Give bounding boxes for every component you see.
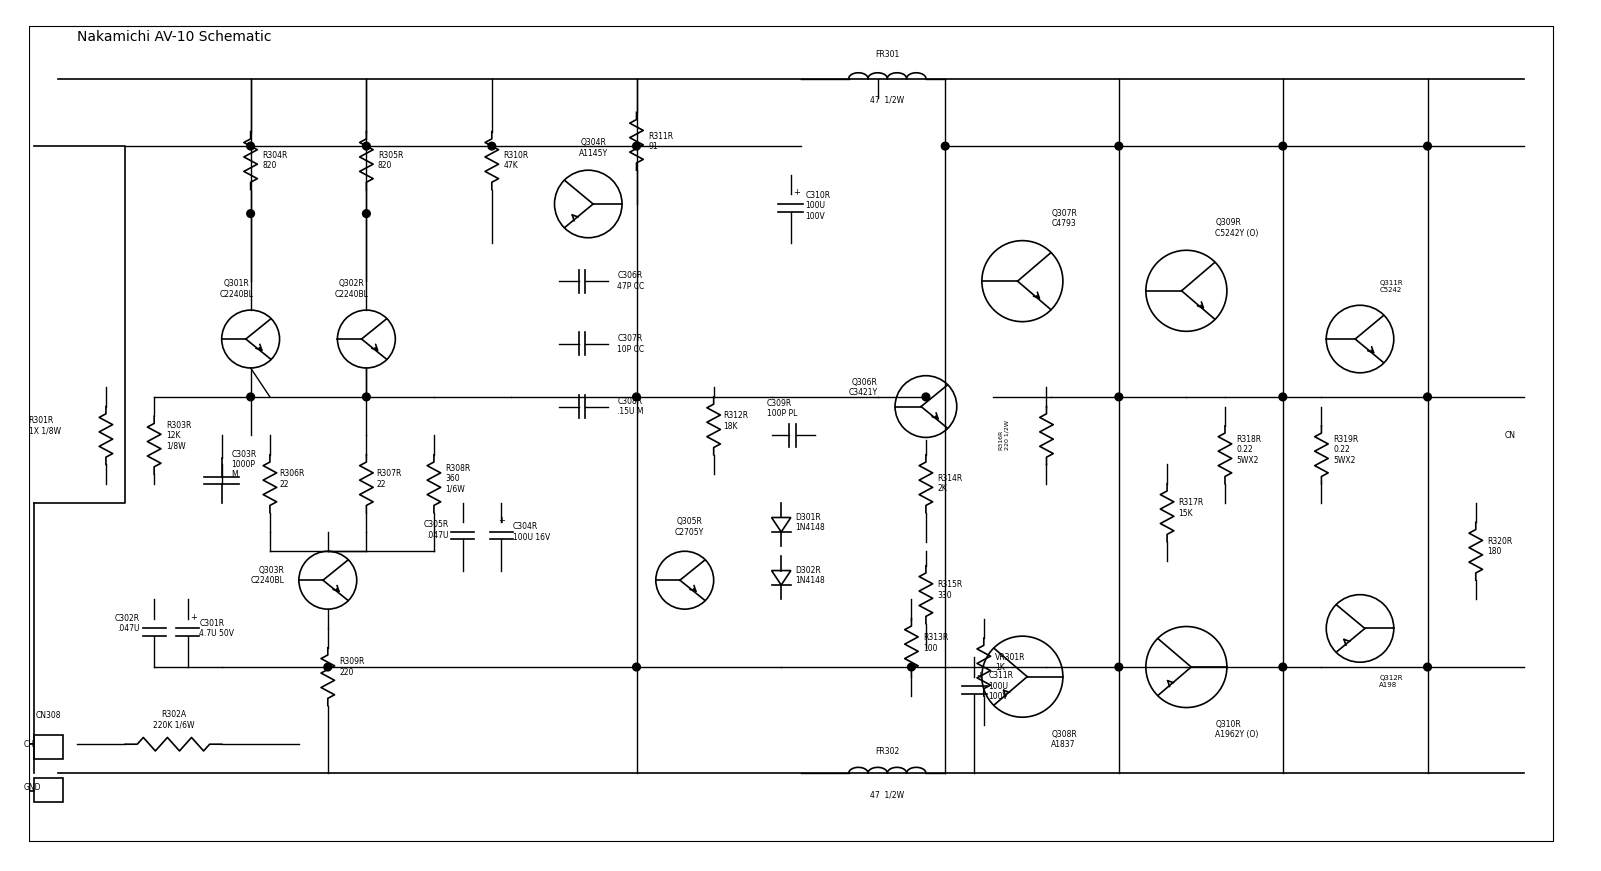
Text: FR302: FR302 <box>876 746 900 756</box>
Text: C305R
.047U: C305R .047U <box>423 520 448 540</box>
Circle shape <box>1423 142 1431 150</box>
Circle shape <box>362 393 370 401</box>
Text: R309R
220: R309R 220 <box>339 658 365 677</box>
Text: CN: CN <box>1505 431 1516 440</box>
Text: R316R
220 1/2W: R316R 220 1/2W <box>999 421 1009 450</box>
Text: R311R
91: R311R 91 <box>648 132 672 151</box>
Text: R310R
47K: R310R 47K <box>503 151 528 170</box>
Circle shape <box>1114 663 1122 671</box>
Text: R317R
15K: R317R 15K <box>1178 498 1204 517</box>
Text: 47  1/2W: 47 1/2W <box>871 96 905 105</box>
Text: R318R
0.22
5WX2: R318R 0.22 5WX2 <box>1236 436 1262 465</box>
Circle shape <box>247 210 255 218</box>
Text: R307R
22: R307R 22 <box>376 469 402 489</box>
Circle shape <box>1279 393 1287 401</box>
Text: C304R
100U 16V: C304R 100U 16V <box>512 523 551 542</box>
Circle shape <box>488 142 496 150</box>
Bar <box>34 778 62 802</box>
Text: Q307R
C4793: Q307R C4793 <box>1052 209 1077 228</box>
Circle shape <box>1114 393 1122 401</box>
Text: FR301: FR301 <box>876 51 900 59</box>
Circle shape <box>632 393 640 401</box>
Text: C309R
100P PL: C309R 100P PL <box>767 399 797 418</box>
Text: GND: GND <box>24 783 42 792</box>
Text: 47  1/2W: 47 1/2W <box>871 791 905 800</box>
Text: +: + <box>977 671 983 679</box>
Circle shape <box>1279 142 1287 150</box>
Text: Q312R
A198: Q312R A198 <box>1380 675 1402 688</box>
Text: Q306R
C3421Y: Q306R C3421Y <box>849 377 877 397</box>
Text: R313R
100: R313R 100 <box>924 633 948 652</box>
Circle shape <box>941 142 949 150</box>
Circle shape <box>362 142 370 150</box>
Circle shape <box>908 663 916 671</box>
Text: C308R
.15U M: C308R .15U M <box>618 397 644 416</box>
Text: Q308R
A1837: Q308R A1837 <box>1052 730 1077 749</box>
Text: R312R
18K: R312R 18K <box>724 411 748 431</box>
Text: Nakamichi AV-10 Schematic: Nakamichi AV-10 Schematic <box>77 30 272 44</box>
Text: CH: CH <box>24 739 35 749</box>
Circle shape <box>247 142 255 150</box>
Text: D302R
1N4148: D302R 1N4148 <box>796 565 826 585</box>
Circle shape <box>632 663 640 671</box>
Circle shape <box>922 393 930 401</box>
Text: R302A
220K 1/6W: R302A 220K 1/6W <box>152 711 194 730</box>
Text: C311R
100U
100V: C311R 100U 100V <box>988 672 1013 701</box>
Text: R314R
2K: R314R 2K <box>938 474 962 494</box>
Circle shape <box>632 142 640 150</box>
Text: +: + <box>191 612 197 622</box>
Text: R320R
180: R320R 180 <box>1487 537 1513 557</box>
Text: R306R
22: R306R 22 <box>280 469 304 489</box>
Text: Q304R
A1145Y: Q304R A1145Y <box>578 138 608 158</box>
Circle shape <box>323 663 331 671</box>
Text: C302R
.047U: C302R .047U <box>115 614 139 633</box>
Text: R301R
1X 1/8W: R301R 1X 1/8W <box>29 416 61 436</box>
Circle shape <box>1279 663 1287 671</box>
Text: Q301R
C2240BL: Q301R C2240BL <box>219 279 253 299</box>
Text: C306R
47P CC: C306R 47P CC <box>618 272 645 291</box>
Text: R303R
12K
1/8W: R303R 12K 1/8W <box>167 421 192 450</box>
Circle shape <box>1114 142 1122 150</box>
Text: Q303R
C2240BL: Q303R C2240BL <box>250 565 285 585</box>
Text: Q302R
C2240BL: Q302R C2240BL <box>335 279 368 299</box>
Text: C303R
1000P
M: C303R 1000P M <box>231 449 256 479</box>
Circle shape <box>362 210 370 218</box>
Text: R308R
360
1/6W: R308R 360 1/6W <box>445 464 471 494</box>
Circle shape <box>247 393 255 401</box>
Bar <box>34 734 62 759</box>
Circle shape <box>1423 663 1431 671</box>
Text: R305R
820: R305R 820 <box>378 151 403 170</box>
Text: Q311R
C5242: Q311R C5242 <box>1380 280 1402 293</box>
Text: Q309R
C5242Y (O): Q309R C5242Y (O) <box>1215 219 1258 238</box>
Text: Q310R
A1962Y (O): Q310R A1962Y (O) <box>1215 720 1258 739</box>
Text: Q305R
C2705Y: Q305R C2705Y <box>676 517 704 537</box>
Text: R319R
0.22
5WX2: R319R 0.22 5WX2 <box>1334 436 1358 465</box>
Circle shape <box>1423 393 1431 401</box>
Text: CN308: CN308 <box>35 711 61 720</box>
Text: R315R
330: R315R 330 <box>938 580 962 599</box>
Text: C310R
100U
100V: C310R 100U 100V <box>805 191 831 221</box>
Text: D301R
1N4148: D301R 1N4148 <box>796 513 826 532</box>
Text: VR301R
1K: VR301R 1K <box>996 652 1026 672</box>
Text: C301R
4.7U 50V: C301R 4.7U 50V <box>200 618 234 638</box>
Text: +: + <box>792 188 799 197</box>
Text: +: + <box>498 517 506 525</box>
Text: C307R
10P CC: C307R 10P CC <box>618 334 644 354</box>
Text: R304R
820: R304R 820 <box>263 151 288 170</box>
